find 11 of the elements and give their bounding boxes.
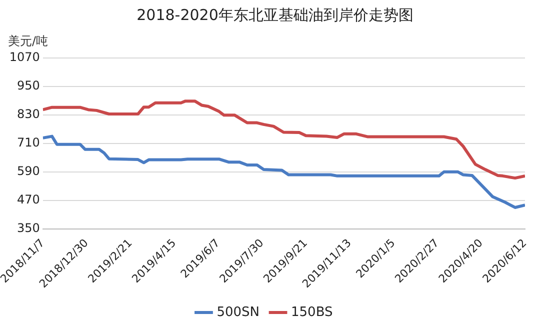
chart-title: 2018-2020年东北亚基础油到岸价走势图	[136, 5, 414, 26]
y-tick-label: 1070	[9, 50, 40, 64]
y-axis-title: 美元/吨	[8, 34, 48, 48]
legend-label: 500SN	[216, 304, 260, 320]
legend-label: 150BS	[291, 304, 333, 320]
y-tick-label: 710	[16, 136, 40, 150]
y-tick-label: 590	[16, 164, 40, 178]
y-tick-label: 950	[16, 78, 40, 93]
y-tick-label: 350	[16, 220, 40, 235]
y-tick-label: 830	[16, 107, 40, 122]
y-tick-label: 470	[16, 192, 40, 206]
